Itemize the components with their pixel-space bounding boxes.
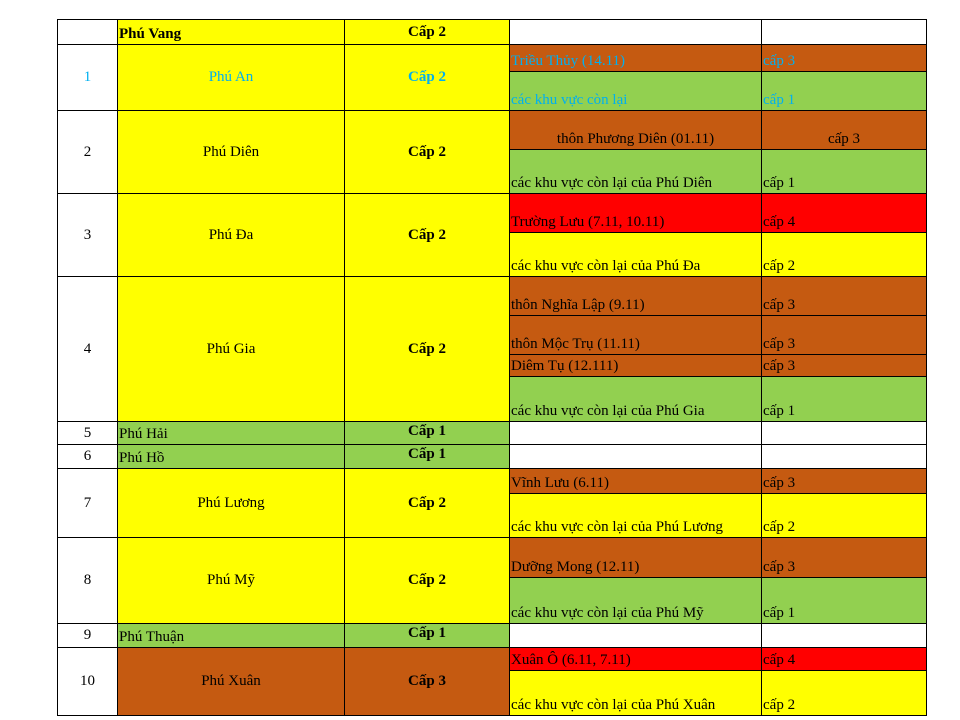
header-area-level-cell: [761, 19, 927, 45]
empty-level-cell: [761, 421, 927, 445]
commune-name: Phú Thuận: [117, 623, 345, 648]
zone-area: các khu vực còn lại: [509, 71, 762, 111]
zone-area: thôn Phương Diên (01.11): [509, 110, 762, 150]
zone-area: các khu vực còn lại của Phú Mỹ: [509, 577, 762, 624]
zone-area: Diêm Tụ (12.111): [509, 354, 762, 377]
row-no: 7: [57, 468, 118, 538]
zone-level: cấp 2: [761, 232, 927, 277]
zone-level: cấp 1: [761, 71, 927, 111]
commune-name: Phú An: [117, 44, 345, 111]
zone-level: cấp 3: [761, 276, 927, 316]
commune-level: Cấp 1: [344, 623, 510, 648]
commune-level: Cấp 2: [344, 193, 510, 277]
zone-area: các khu vực còn lại của Phú Diên: [509, 149, 762, 194]
zone-level: cấp 4: [761, 193, 927, 233]
empty-area-cell: [509, 623, 762, 648]
zone-level: cấp 4: [761, 647, 927, 671]
commune-name: Phú Đa: [117, 193, 345, 277]
commune-level: Cấp 3: [344, 647, 510, 716]
commune-name: Phú Diên: [117, 110, 345, 194]
commune-name: Phú Gia: [117, 276, 345, 422]
zone-area: thôn Mộc Trụ (11.11): [509, 315, 762, 355]
empty-area-cell: [509, 444, 762, 469]
commune-level: Cấp 1: [344, 444, 510, 469]
commune-level: Cấp 1: [344, 421, 510, 445]
zone-area: các khu vực còn lại của Phú Đa: [509, 232, 762, 277]
commune-level: Cấp 2: [344, 468, 510, 538]
empty-area-cell: [509, 421, 762, 445]
row-no: 3: [57, 193, 118, 277]
commune-level: Cấp 2: [344, 537, 510, 624]
zone-area: Triều Thủy (14.11): [509, 44, 762, 72]
header-area-cell: [509, 19, 762, 45]
commune-level: Cấp 2: [344, 110, 510, 194]
zone-level: cấp 1: [761, 149, 927, 194]
row-no: 4: [57, 276, 118, 422]
zone-level: cấp 1: [761, 376, 927, 422]
commune-name: Phú Mỹ: [117, 537, 345, 624]
row-no: 5: [57, 421, 118, 445]
zone-area: Trường Lưu (7.11, 10.11): [509, 193, 762, 233]
zone-area: Xuân Ô (6.11, 7.11): [509, 647, 762, 671]
zone-area: Dưỡng Mong (12.11): [509, 537, 762, 578]
row-no: 10: [57, 647, 118, 716]
zone-level: cấp 3: [761, 354, 927, 377]
commune-name: Phú Lương: [117, 468, 345, 538]
commune-name: Phú Hồ: [117, 444, 345, 469]
zone-level: cấp 2: [761, 670, 927, 716]
zone-level: cấp 3: [761, 110, 927, 150]
zone-level: cấp 3: [761, 315, 927, 355]
row-no: 6: [57, 444, 118, 469]
zone-level: cấp 2: [761, 493, 927, 538]
risk-level-table: Phú Vang Cấp 2 1 Phú An Cấp 2 Triều Thủy…: [57, 19, 927, 716]
zone-area: các khu vực còn lại của Phú Xuân: [509, 670, 762, 716]
commune-name: Phú Hải: [117, 421, 345, 445]
row-no: 1: [57, 44, 118, 111]
commune-name: Phú Xuân: [117, 647, 345, 716]
header-no-cell: [57, 19, 118, 45]
zone-area: các khu vực còn lại của Phú Gia: [509, 376, 762, 422]
zone-level: cấp 1: [761, 577, 927, 624]
commune-level: Cấp 2: [344, 44, 510, 111]
zone-level: cấp 3: [761, 468, 927, 494]
row-no: 8: [57, 537, 118, 624]
header-district: Phú Vang: [117, 19, 345, 45]
commune-level: Cấp 2: [344, 276, 510, 422]
row-no: 2: [57, 110, 118, 194]
zone-area: các khu vực còn lại của Phú Lương: [509, 493, 762, 538]
empty-level-cell: [761, 623, 927, 648]
header-level: Cấp 2: [344, 19, 510, 45]
zone-level: cấp 3: [761, 44, 927, 72]
row-no: 9: [57, 623, 118, 648]
zone-area: Vĩnh Lưu (6.11): [509, 468, 762, 494]
zone-area: thôn Nghĩa Lập (9.11): [509, 276, 762, 316]
empty-level-cell: [761, 444, 927, 469]
zone-level: cấp 3: [761, 537, 927, 578]
